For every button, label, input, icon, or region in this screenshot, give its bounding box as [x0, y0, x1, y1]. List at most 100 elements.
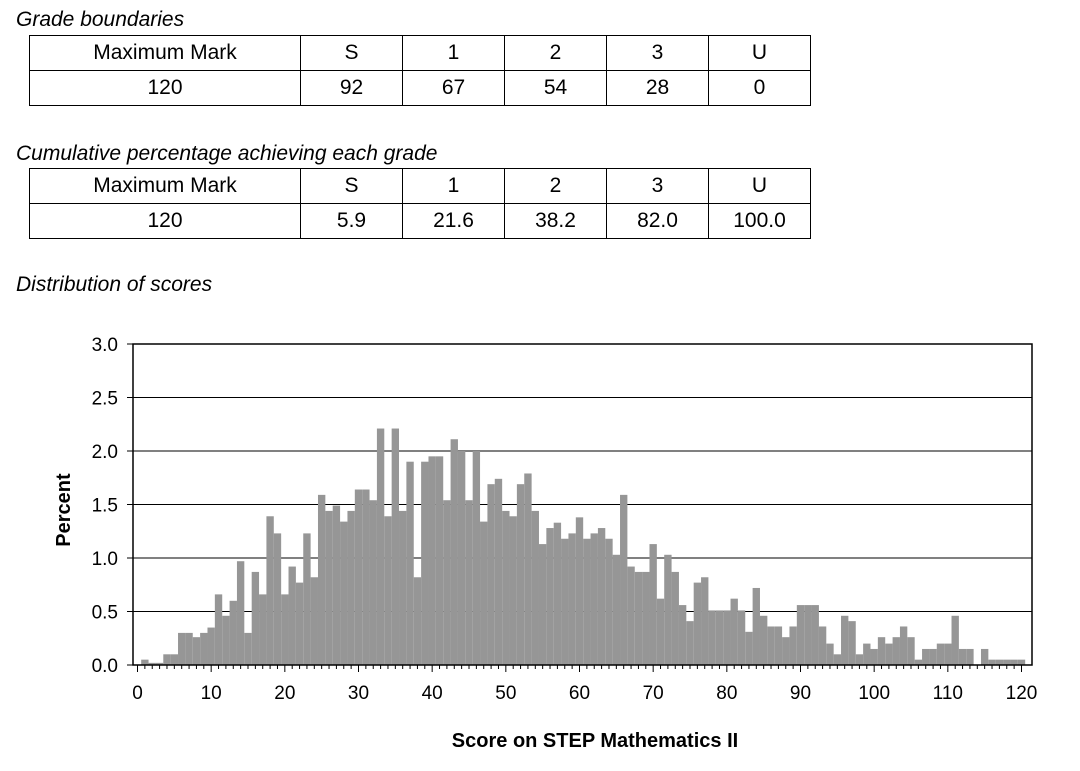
bar: [266, 516, 274, 665]
table-cell: 92: [300, 70, 403, 106]
bar: [671, 571, 679, 665]
table-cell: 0: [708, 70, 811, 106]
table-cell: 67: [402, 70, 505, 106]
bar: [516, 484, 525, 665]
bar: [627, 566, 635, 665]
bar: [170, 654, 179, 665]
bar: [332, 505, 341, 665]
bar: [966, 648, 974, 665]
bar: [295, 582, 304, 665]
bar: [561, 538, 569, 665]
bar: [796, 605, 805, 665]
bar: [922, 648, 930, 665]
x-axis-label: Score on STEP Mathematics II: [452, 730, 738, 752]
bar: [612, 554, 621, 665]
bar: [259, 594, 267, 665]
bar: [251, 571, 260, 665]
bar: [634, 571, 643, 665]
bar: [185, 632, 193, 665]
bar: [575, 517, 584, 665]
bar: [192, 637, 201, 665]
gridlines: [133, 397, 1032, 612]
bar: [222, 615, 230, 665]
bar: [435, 456, 444, 665]
bar: [384, 516, 392, 665]
bar: [642, 571, 650, 665]
x-tick-label: 50: [495, 683, 516, 704]
bar: [620, 494, 628, 665]
table-header-cell: Maximum Mark: [29, 35, 301, 71]
bar: [980, 648, 989, 665]
bar: [752, 587, 760, 665]
bar: [892, 637, 900, 665]
table-cell: 54: [504, 70, 607, 106]
bar: [450, 439, 458, 665]
y-axis-label: Percent: [53, 473, 75, 547]
score-distribution-chart: 0.0 0.5 1.0 1.5 2.0 2.5 3.0 0 10 20 30 40 50 60 70 80 9…: [53, 335, 1037, 752]
table-header-row: Maximum Mark S 1 2 3 U: [29, 168, 811, 204]
grade-boundaries-table: Maximum Mark S 1 2 3 U 120 92 67 54 28 0: [29, 35, 811, 106]
bar: [141, 659, 149, 665]
bar: [678, 605, 687, 665]
bar: [538, 544, 547, 665]
bar: [649, 544, 657, 665]
bar: [376, 428, 385, 665]
bar: [236, 561, 245, 665]
bar: [494, 478, 503, 665]
bar: [818, 626, 827, 665]
table-header-cell: 3: [606, 35, 709, 71]
bar: [723, 610, 731, 665]
x-tick-label: 10: [201, 683, 222, 704]
table-cell: 120: [29, 203, 301, 239]
x-tick-label: 60: [569, 683, 590, 704]
bar: [774, 626, 783, 665]
bar: [531, 510, 539, 665]
bar: [811, 605, 819, 665]
bar: [178, 632, 186, 665]
bar: [443, 500, 451, 665]
bar: [148, 662, 156, 665]
bar: [457, 451, 466, 665]
table-header-cell: Maximum Mark: [29, 168, 301, 204]
bar: [715, 610, 724, 665]
x-tick-label: 110: [933, 683, 963, 704]
bar: [988, 659, 996, 665]
bar: [870, 648, 878, 665]
bar: [244, 632, 252, 665]
table-header-cell: S: [300, 35, 403, 71]
bar: [686, 621, 694, 665]
grade-boundaries-caption: Grade boundaries: [16, 8, 185, 31]
bar: [354, 489, 363, 665]
x-tick-label: 100: [858, 683, 890, 704]
bar: [325, 510, 333, 665]
bar: [214, 594, 223, 665]
bar: [745, 631, 753, 665]
bar: [664, 554, 672, 665]
bar: [899, 626, 908, 665]
bar: [502, 510, 510, 665]
y-tick-label: 0.5: [92, 603, 118, 624]
bar: [826, 643, 834, 665]
bar: [951, 615, 959, 665]
x-tick-label: 20: [274, 683, 295, 704]
bar: [863, 643, 871, 665]
bar: [568, 533, 576, 665]
bar: [428, 456, 436, 665]
bar: [958, 648, 967, 665]
bar: [693, 582, 702, 665]
x-tick-label: 70: [643, 683, 664, 704]
bar: [546, 528, 554, 665]
table-header-cell: 3: [606, 168, 709, 204]
x-tick-label: 40: [422, 683, 443, 704]
bar: [200, 632, 208, 665]
bar: [487, 484, 495, 665]
bar: [907, 637, 915, 665]
bar: [553, 522, 562, 665]
bar: [767, 626, 775, 665]
bar: [701, 577, 709, 665]
bar: [841, 615, 849, 665]
bar: [1017, 659, 1026, 665]
bar: [1003, 659, 1011, 665]
bar: [914, 659, 923, 665]
cumulative-percentage-caption: Cumulative percentage achieving each gra…: [16, 142, 438, 165]
